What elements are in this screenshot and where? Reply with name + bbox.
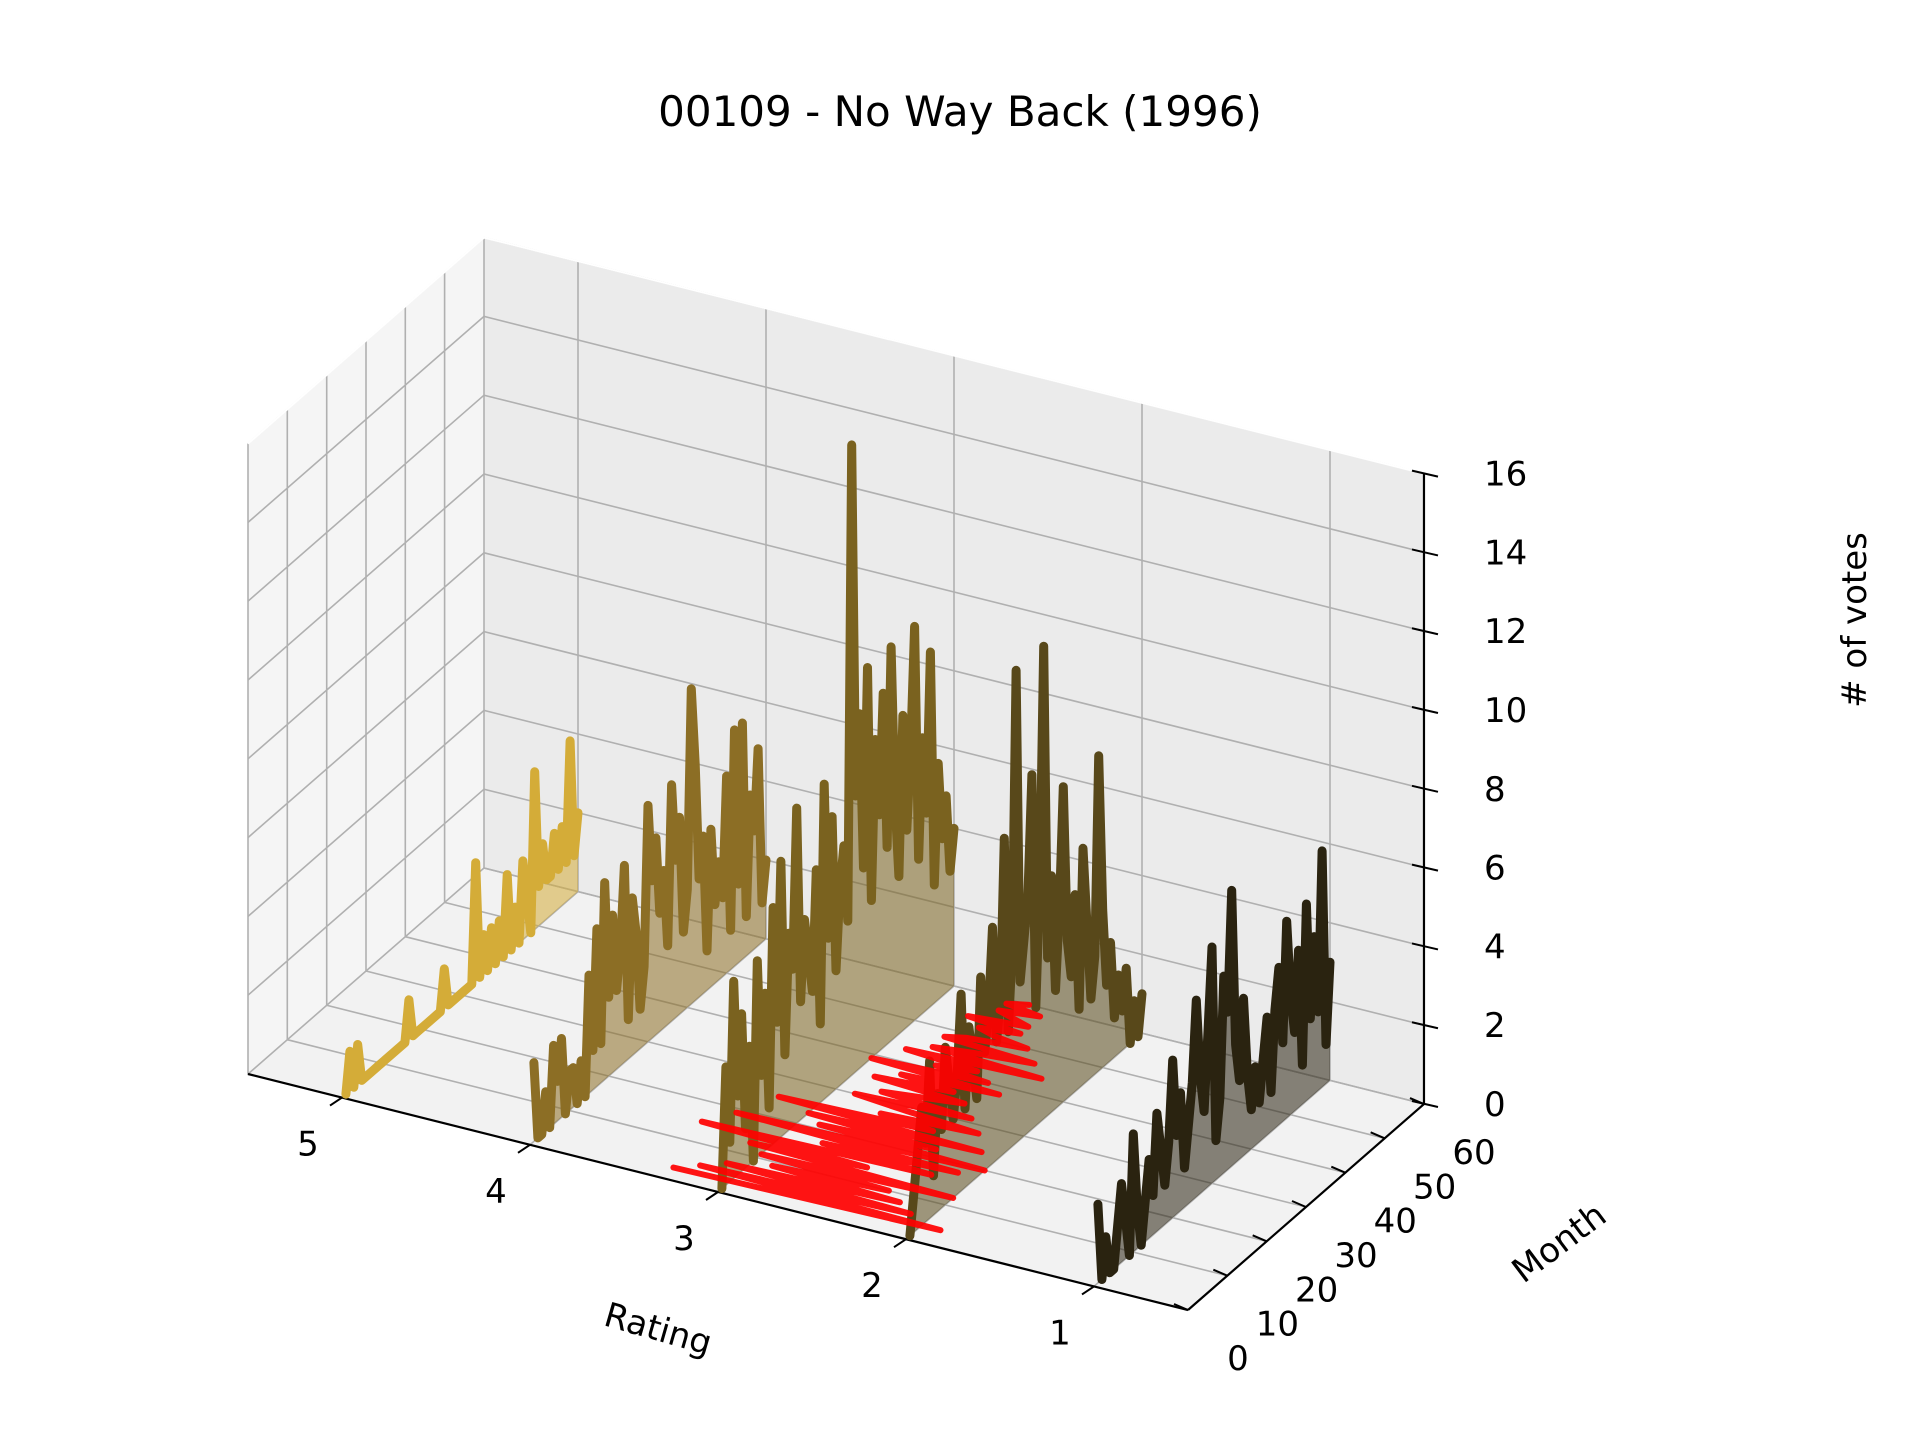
- series-group: [341, 440, 1335, 1284]
- y-axis-label: Month: [1505, 1195, 1614, 1291]
- grid-line-votes: [247, 630, 1425, 869]
- mean-rating-trace: [670, 1000, 1045, 1234]
- x-tick-label: 3: [673, 1219, 695, 1259]
- x-tick-label: 5: [297, 1125, 319, 1165]
- z-tick-label: 10: [1484, 691, 1527, 731]
- y-tick-label: 50: [1413, 1167, 1456, 1207]
- z-axis-label: # of votes: [1835, 532, 1875, 708]
- z-tick-label: 14: [1484, 533, 1527, 573]
- y-tick-label: 10: [1256, 1305, 1299, 1345]
- grid-line-votes: [247, 551, 1425, 790]
- x-axis-label: Rating: [600, 1295, 716, 1364]
- grid-line-votes: [247, 709, 1425, 948]
- z-tick-label: 16: [1484, 455, 1527, 495]
- y-tick-mark: [1291, 1200, 1307, 1208]
- y-tick-label: 0: [1227, 1339, 1249, 1379]
- z-tick-label: 6: [1484, 849, 1506, 889]
- y-tick-label: 30: [1334, 1236, 1377, 1276]
- pane-top-edge: [247, 236, 1425, 475]
- x-tick-mark: [1081, 1285, 1095, 1296]
- grid-line-votes: [247, 473, 1425, 711]
- y-tick-label: 40: [1374, 1202, 1417, 1242]
- series-line-rating-3: [717, 440, 959, 1194]
- z-tick-mark: [1411, 942, 1439, 951]
- x-tick-label: 2: [861, 1266, 883, 1306]
- x-tick-label: 4: [485, 1172, 507, 1212]
- z-tick-label: 4: [1484, 927, 1506, 967]
- z-tick-mark: [1411, 1021, 1439, 1030]
- z-tick-label: 8: [1484, 770, 1506, 810]
- z-tick-mark: [1411, 784, 1439, 793]
- y-tick-label: 60: [1452, 1133, 1495, 1173]
- grid-line-votes: [247, 315, 1425, 554]
- y-tick-mark: [1370, 1131, 1386, 1140]
- y-tick-mark: [1212, 1268, 1228, 1277]
- y-tick-mark: [1330, 1165, 1346, 1174]
- x-tick-mark: [893, 1238, 907, 1249]
- grid-line-votes: [247, 394, 1425, 632]
- z-tick-label: 12: [1484, 612, 1527, 652]
- series-line-rating-1: [1093, 846, 1335, 1284]
- x-tick-mark: [705, 1191, 719, 1201]
- y-tick-mark: [1252, 1234, 1268, 1243]
- z-tick-label: 0: [1484, 1085, 1506, 1125]
- x-tick-mark: [517, 1143, 531, 1154]
- z-tick-label: 2: [1484, 1006, 1506, 1046]
- x-tick-label: 1: [1049, 1313, 1071, 1353]
- z-tick-mark: [1411, 1100, 1439, 1108]
- z-tick-mark: [1411, 469, 1439, 478]
- z-tick-mark: [1411, 627, 1439, 636]
- chart-title: 00109 - No Way Back (1996): [658, 87, 1262, 136]
- z-tick-mark: [1411, 548, 1439, 557]
- z-tick-mark: [1411, 863, 1439, 872]
- z-tick-mark: [1411, 706, 1439, 714]
- series-line-rating-4: [529, 684, 771, 1143]
- y-tick-label: 20: [1295, 1270, 1338, 1310]
- series-area-rating-4: [533, 688, 766, 1142]
- x-tick-mark: [329, 1096, 343, 1107]
- series-line-rating-5: [341, 736, 583, 1099]
- y-tick-mark: [1173, 1303, 1189, 1311]
